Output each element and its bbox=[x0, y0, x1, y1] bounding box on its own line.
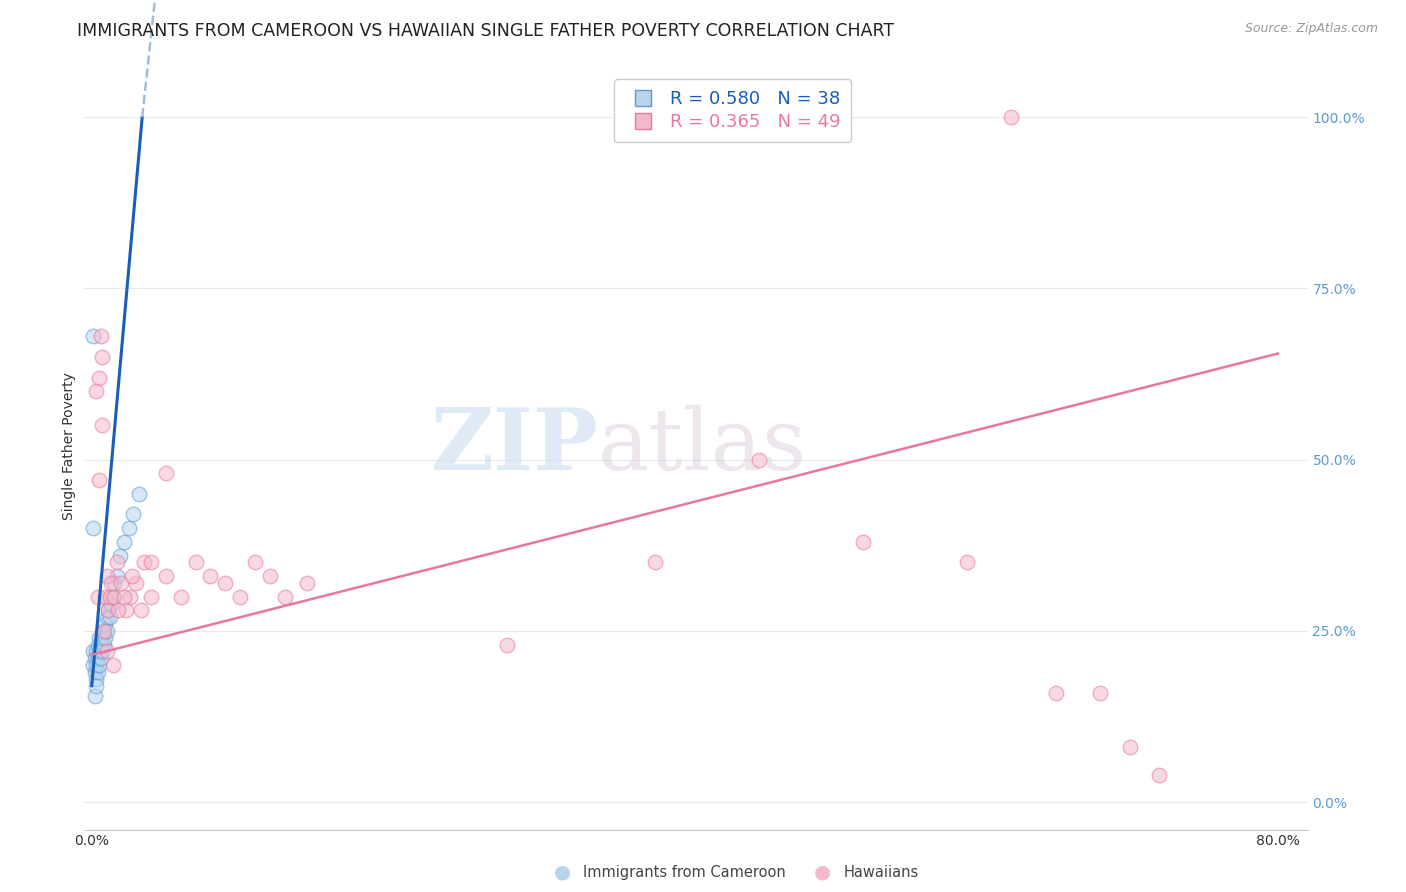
Point bbox=[120, 590, 142, 604]
Point bbox=[101, 658, 124, 673]
Point bbox=[96, 569, 118, 583]
Point bbox=[96, 644, 118, 658]
Point bbox=[100, 576, 122, 591]
Point bbox=[1118, 740, 1140, 755]
Point bbox=[132, 556, 155, 570]
Point bbox=[91, 350, 114, 364]
Point bbox=[748, 452, 770, 467]
Point bbox=[83, 689, 105, 703]
Point bbox=[139, 590, 162, 604]
Text: Source: ZipAtlas.com: Source: ZipAtlas.com bbox=[1244, 22, 1378, 36]
Point bbox=[103, 576, 125, 591]
Point bbox=[84, 644, 107, 658]
Point bbox=[118, 521, 141, 535]
Point bbox=[91, 631, 114, 645]
Point bbox=[128, 487, 150, 501]
Point bbox=[91, 418, 114, 433]
Point bbox=[98, 610, 121, 624]
Point bbox=[97, 603, 120, 617]
Point bbox=[105, 556, 128, 570]
Text: Immigrants from Cameroon: Immigrants from Cameroon bbox=[583, 865, 786, 880]
Point bbox=[82, 644, 104, 658]
Point bbox=[84, 679, 107, 693]
Text: ●: ● bbox=[554, 863, 571, 882]
Text: Hawaiians: Hawaiians bbox=[844, 865, 920, 880]
Point bbox=[96, 624, 118, 638]
Point bbox=[93, 638, 115, 652]
Point bbox=[86, 590, 108, 604]
Point bbox=[97, 603, 120, 617]
Point bbox=[295, 576, 318, 591]
Point bbox=[94, 590, 117, 604]
Point bbox=[93, 624, 115, 638]
Point bbox=[82, 329, 104, 343]
Text: ●: ● bbox=[814, 863, 831, 882]
Point bbox=[84, 384, 107, 399]
Legend: R = 0.580   N = 38, R = 0.365   N = 49: R = 0.580 N = 38, R = 0.365 N = 49 bbox=[614, 79, 852, 142]
Point bbox=[83, 651, 105, 665]
Point bbox=[90, 329, 112, 343]
Point bbox=[170, 590, 193, 604]
Point bbox=[129, 603, 152, 617]
Point bbox=[86, 651, 108, 665]
Y-axis label: Single Father Poverty: Single Father Poverty bbox=[62, 372, 76, 520]
Point bbox=[110, 576, 132, 591]
Point bbox=[115, 603, 138, 617]
Point bbox=[89, 644, 111, 658]
Point bbox=[155, 569, 177, 583]
Point bbox=[86, 665, 108, 679]
Point bbox=[955, 556, 977, 570]
Point bbox=[852, 534, 875, 549]
Point bbox=[83, 665, 105, 679]
Point bbox=[644, 556, 666, 570]
Point bbox=[84, 658, 107, 673]
Point bbox=[125, 576, 148, 591]
Point bbox=[243, 556, 266, 570]
Point bbox=[98, 590, 121, 604]
Point bbox=[273, 590, 295, 604]
Point bbox=[94, 617, 117, 632]
Point bbox=[93, 624, 115, 638]
Point bbox=[200, 569, 222, 583]
Point bbox=[139, 556, 162, 570]
Point bbox=[105, 569, 128, 583]
Point bbox=[91, 644, 114, 658]
Point bbox=[1000, 110, 1022, 124]
Point bbox=[86, 638, 108, 652]
Point bbox=[101, 590, 124, 604]
Point bbox=[112, 590, 135, 604]
Point bbox=[229, 590, 252, 604]
Point bbox=[84, 672, 107, 686]
Point bbox=[89, 631, 111, 645]
Point bbox=[100, 597, 122, 611]
Point bbox=[89, 658, 111, 673]
Point bbox=[94, 631, 117, 645]
Text: IMMIGRANTS FROM CAMEROON VS HAWAIIAN SINGLE FATHER POVERTY CORRELATION CHART: IMMIGRANTS FROM CAMEROON VS HAWAIIAN SIN… bbox=[77, 22, 894, 40]
Point bbox=[103, 590, 125, 604]
Text: atlas: atlas bbox=[598, 404, 807, 488]
Point bbox=[122, 508, 145, 522]
Point bbox=[214, 576, 236, 591]
Point bbox=[496, 638, 519, 652]
Point bbox=[90, 651, 112, 665]
Point bbox=[112, 534, 135, 549]
Text: ZIP: ZIP bbox=[430, 404, 598, 488]
Point bbox=[82, 521, 104, 535]
Point bbox=[155, 467, 177, 481]
Point bbox=[121, 569, 143, 583]
Point bbox=[259, 569, 281, 583]
Point bbox=[90, 638, 112, 652]
Point bbox=[107, 603, 129, 617]
Point bbox=[82, 658, 104, 673]
Point bbox=[184, 556, 207, 570]
Point bbox=[1088, 685, 1111, 699]
Point bbox=[89, 370, 111, 384]
Point bbox=[1149, 768, 1171, 782]
Point bbox=[89, 473, 111, 487]
Point bbox=[1045, 685, 1067, 699]
Point bbox=[108, 549, 131, 563]
Point bbox=[96, 610, 118, 624]
